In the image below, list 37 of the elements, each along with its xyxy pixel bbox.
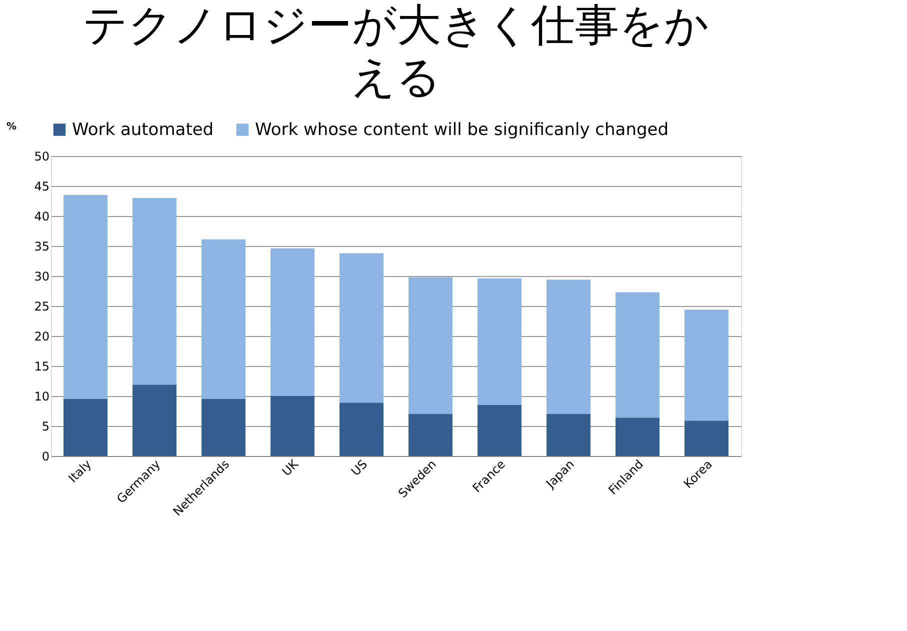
bar: [478, 278, 522, 405]
bar: [340, 402, 384, 456]
bar: [478, 405, 522, 456]
y-tick-label: 15: [34, 360, 50, 374]
x-tick-label: UK: [279, 456, 302, 479]
bar: [616, 418, 660, 456]
bar: [408, 414, 452, 456]
y-tick-label: 30: [34, 270, 50, 284]
y-tick-label: 45: [34, 180, 50, 194]
bar: [202, 399, 246, 456]
chart-title: テクノロジーが大きく仕事をかえる: [83, 0, 709, 103]
y-tick-label: 35: [34, 240, 50, 254]
bar: [546, 414, 590, 456]
y-tick-label: 25: [34, 300, 50, 314]
bar: [202, 239, 246, 399]
bar: [340, 253, 384, 403]
bar: [64, 399, 108, 456]
y-tick-label: 50: [34, 150, 50, 164]
bar: [132, 198, 176, 385]
bar: [684, 420, 728, 456]
legend-label: Work automated: [72, 120, 214, 140]
bar: [270, 248, 314, 396]
bar: [546, 280, 590, 414]
y-tick-label: 40: [34, 210, 50, 224]
bar: [270, 396, 314, 456]
bar: [684, 310, 728, 421]
bar: [132, 384, 176, 456]
bar: [64, 195, 108, 399]
y-tick-label: 5: [42, 420, 50, 434]
y-tick-label: 0: [42, 450, 50, 464]
y-tick-label: 20: [34, 330, 50, 344]
bar: [408, 277, 452, 414]
legend-label: Work whose content will be significanly changed: [255, 120, 669, 140]
y-axis-title: %: [6, 122, 17, 132]
bar: [616, 292, 660, 418]
x-tick-label: US: [348, 457, 370, 479]
y-tick-label: 10: [34, 390, 50, 404]
